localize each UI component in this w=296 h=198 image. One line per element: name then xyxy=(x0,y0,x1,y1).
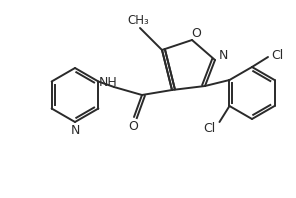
Text: O: O xyxy=(191,27,201,39)
Text: Cl: Cl xyxy=(203,122,215,134)
Text: O: O xyxy=(128,120,138,132)
Text: CH₃: CH₃ xyxy=(127,13,149,27)
Text: Cl: Cl xyxy=(271,49,283,62)
Text: N: N xyxy=(218,49,228,62)
Text: N: N xyxy=(70,124,80,136)
Text: NH: NH xyxy=(99,75,118,89)
